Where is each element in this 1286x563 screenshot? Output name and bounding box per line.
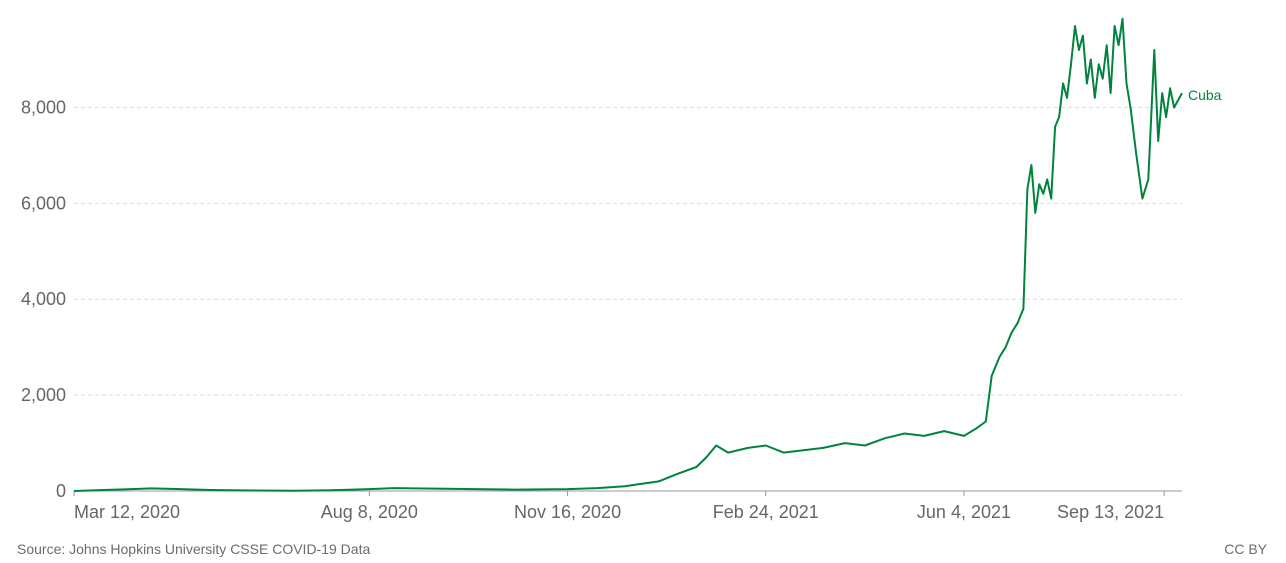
license-link[interactable]: CC BY [1224,541,1267,557]
series-label: Cuba [1188,87,1222,103]
x-axis: Mar 12, 2020 Aug 8, 2020 Nov 16, 2020 Feb 2… [73,490,1182,522]
series-lines: Cuba [73,17,1222,492]
y-axis: 0 2,000 4,000 6,000 8,000 [21,97,66,501]
y-tick-label: 0 [56,481,66,501]
x-tick-label: Mar 12, 2020 [74,502,180,522]
x-tick-label: Nov 16, 2020 [514,502,621,522]
x-tick-label: Jun 4, 2021 [917,502,1011,522]
x-tick-label: Sep 13, 2021 [1057,502,1164,522]
x-tick-label: Feb 24, 2021 [713,502,819,522]
series-line-cuba [73,17,1183,492]
y-tick-label: 6,000 [21,193,66,213]
grid-lines [74,106,1182,396]
y-tick-label: 4,000 [21,289,66,309]
y-tick-label: 8,000 [21,97,66,117]
x-tick-label: Aug 8, 2020 [321,502,418,522]
source-note: Source: Johns Hopkins University CSSE CO… [17,541,371,557]
y-tick-label: 2,000 [21,385,66,405]
